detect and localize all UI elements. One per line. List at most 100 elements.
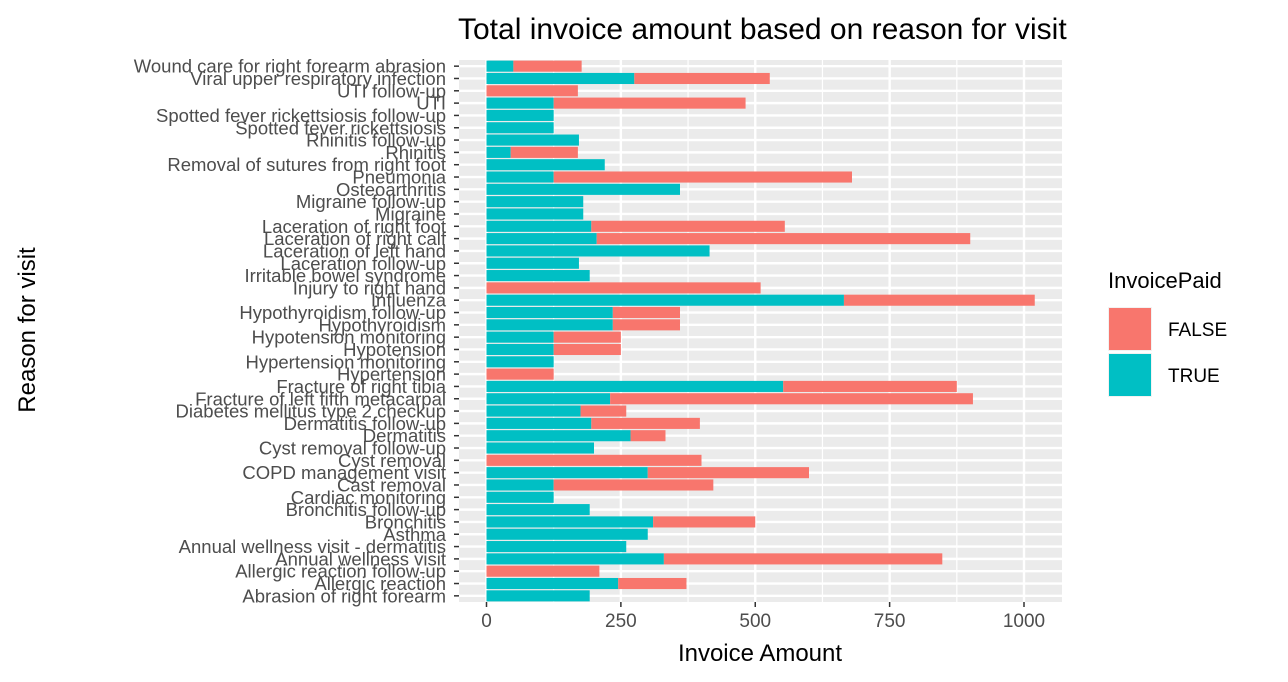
bar-true [486, 343, 554, 356]
x-axis-ticks: 0 250 500 750 1000 [481, 602, 1045, 632]
y-tick-label: Migraine follow-up [296, 191, 446, 212]
y-tick-label: Fracture of left fifth metacarpal [195, 388, 446, 409]
y-tick-label: Laceration of right foot [262, 216, 446, 237]
chart-title: Total invoice amount based on reason for… [458, 13, 1067, 46]
bar-true [486, 270, 590, 282]
bar-true [486, 331, 554, 343]
bar-true [486, 97, 554, 109]
x-tick-label: 750 [874, 611, 906, 632]
y-tick-label: Laceration follow-up [280, 253, 446, 274]
bar-true [486, 491, 554, 503]
x-tick-label: 500 [739, 611, 771, 632]
bar-true [486, 442, 594, 454]
y-tick-label: Cast removal [337, 474, 446, 495]
bar-true [486, 380, 784, 392]
y-tick-label: Allergic reaction follow-up [235, 561, 446, 582]
bar-true [486, 72, 635, 85]
y-tick-label: Injury to right hand [293, 277, 446, 298]
bar-true [486, 233, 597, 245]
bar-false [663, 553, 943, 565]
y-tick-label: Rhinitis follow-up [306, 130, 446, 151]
bar-false [612, 319, 680, 331]
bar-true [486, 60, 514, 72]
bar-true [486, 294, 844, 306]
y-tick-label: Hypertension monitoring [245, 351, 446, 372]
y-tick-label: Viral upper respiratory infection [190, 68, 446, 89]
bar-false [513, 60, 582, 72]
y-tick-label: Irritable bowel syndrome [244, 265, 446, 286]
bar-true [486, 245, 710, 257]
bar-true [486, 467, 648, 479]
bar-false [553, 171, 852, 183]
bar-false [618, 577, 687, 590]
bar-true [486, 306, 613, 319]
y-tick-label: Cyst removal follow-up [259, 438, 446, 459]
bar-false [486, 454, 702, 466]
bar-true [486, 590, 590, 602]
bar-true [486, 146, 511, 158]
y-tick-label: Migraine [375, 203, 446, 224]
bar-true [486, 417, 592, 429]
grid-lines [459, 60, 1062, 602]
y-tick-label: Abrasion of right forearm [242, 585, 446, 606]
y-tick-label: Removal of sutures from right foot [167, 154, 446, 175]
bar-true [486, 183, 680, 195]
y-tick-label: UTI [416, 93, 446, 114]
y-tick-label: Cyst removal [338, 450, 446, 471]
y-tick-label: Spotted fever rickettsiosis follow-up [156, 105, 446, 126]
y-tick-label: Annual wellness visit [275, 548, 446, 569]
y-tick-label: Annual wellness visit - dermatitis [179, 536, 446, 557]
x-tick-label: 1000 [1003, 611, 1045, 632]
y-axis-title: Reason for visit [14, 247, 41, 413]
bar-false [553, 479, 714, 491]
y-tick-label: Hypotension [343, 339, 446, 360]
bar-true [486, 257, 579, 269]
bar-false [647, 467, 809, 479]
bar-true [486, 196, 584, 208]
y-tick-label: Hypothyroidism [319, 314, 447, 335]
bar-false [783, 380, 957, 392]
bar-true [486, 516, 654, 528]
bar-false [843, 294, 1035, 306]
bar-false [596, 233, 971, 245]
legend-key-false [1109, 308, 1151, 350]
bar-true [486, 134, 579, 146]
bar-true [486, 430, 631, 442]
y-tick-label: Dermatitis follow-up [284, 413, 446, 434]
y-tick-label: Fracture of right tibia [276, 376, 446, 397]
legend-title: InvoicePaid [1108, 268, 1222, 293]
bar-false [553, 331, 621, 343]
y-tick-label: Asthma [383, 524, 446, 545]
bar-true [486, 577, 619, 590]
bar-true [486, 356, 554, 368]
bar-false [486, 282, 761, 294]
bar-false [580, 405, 627, 417]
y-tick-label: Spotted fever rickettsiosis [235, 117, 446, 138]
bars [486, 60, 1035, 602]
bar-true [486, 405, 581, 417]
y-axis-ticks: Abrasion of right forearm Allergic reacti… [134, 56, 459, 606]
bar-true [486, 504, 590, 516]
legend-label-true: TRUE [1168, 366, 1220, 387]
y-tick-label: Hypothyroidism follow-up [239, 302, 446, 323]
bar-true [486, 528, 648, 540]
y-tick-label: Dermatitis [363, 425, 446, 446]
y-tick-label: Osteoarthritis [336, 179, 446, 200]
bar-false [486, 565, 600, 577]
bar-true [486, 319, 613, 331]
bar-false [630, 430, 666, 442]
x-tick-label: 0 [481, 611, 492, 632]
legend-key-true [1109, 354, 1151, 396]
y-tick-label: COPD management visit [242, 462, 446, 483]
bar-false [610, 393, 973, 405]
y-tick-label: Influenza [371, 290, 447, 311]
y-tick-label: Bronchitis follow-up [286, 499, 446, 520]
bar-true [486, 220, 592, 232]
y-tick-label: Cardiac monitoring [291, 487, 446, 508]
bar-false [553, 343, 621, 356]
x-tick-label: 250 [605, 611, 637, 632]
y-tick-label: Laceration of right calf [264, 228, 447, 249]
bar-false [591, 220, 785, 232]
bar-true [486, 122, 554, 134]
